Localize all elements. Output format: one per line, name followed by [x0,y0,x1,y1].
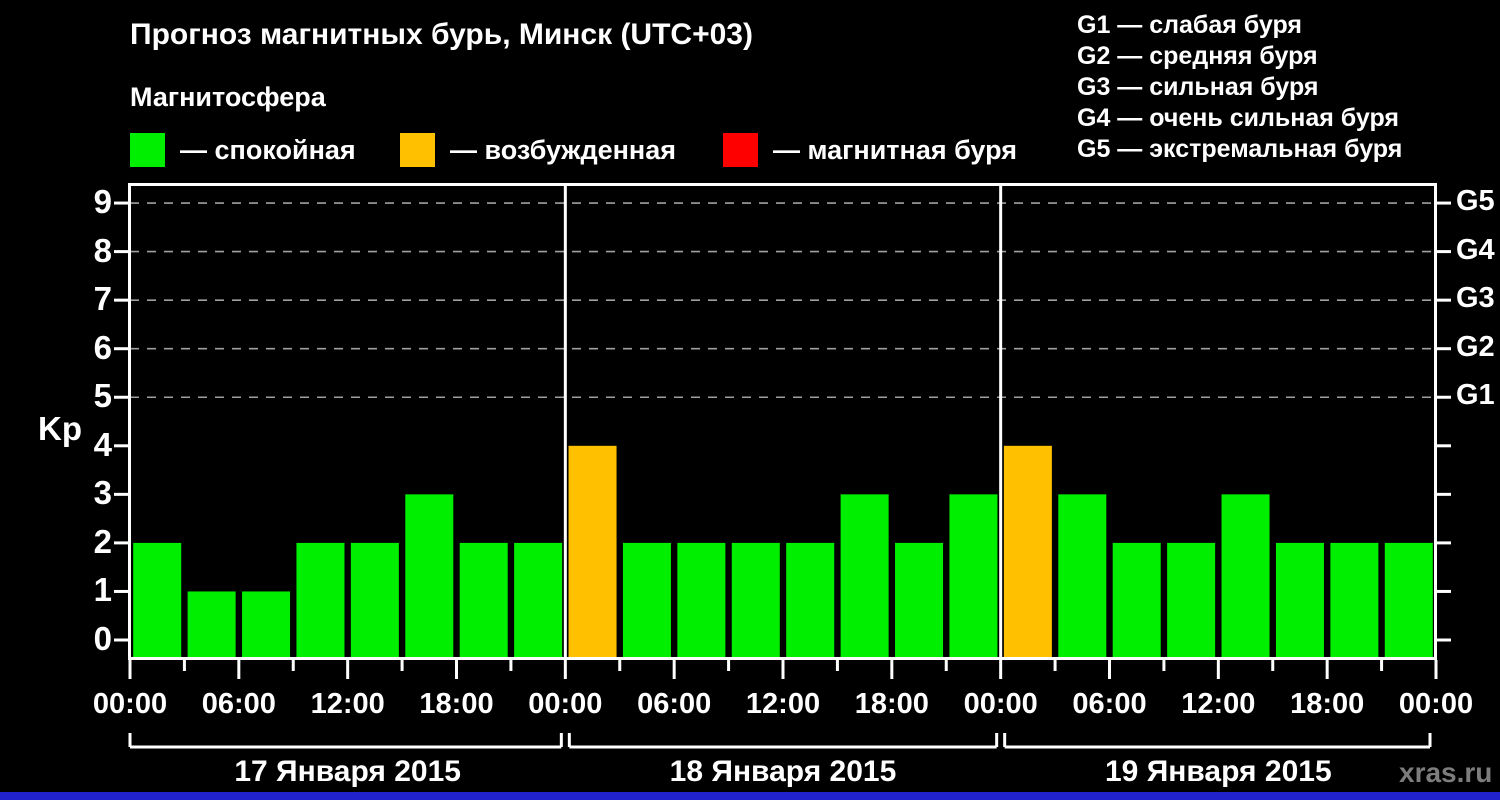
kp-bar-day3-slot8 [1384,542,1433,659]
right-axis-label-g4: G4 [1456,233,1495,266]
right-axis-label-g1: G1 [1456,379,1495,412]
x-tick-label: 00:00 [92,688,168,720]
legend-label-excited: — возбужденная [450,134,676,165]
kp-bar-day2-slot1 [568,445,617,659]
date-label-day3: 19 Января 2015 [1105,755,1332,788]
kp-bar-day2-slot2 [622,542,671,659]
plot-border [128,183,1437,660]
kp-bar-day2-slot7 [895,542,944,659]
storm-scale-g1: G1 — слабая буря [1077,11,1303,39]
x-tick-label: 18:00 [419,688,494,720]
storm-scale-g5: G5 — экстремальная буря [1077,135,1403,163]
x-tick-label: 06:00 [1072,688,1147,720]
x-tick-label: 12:00 [745,688,821,720]
y-tick-label-9: 9 [93,183,112,221]
magnetosphere-label: Магнитосфера [130,82,326,112]
chart-title: Прогноз магнитных бурь, Минск (UTC+03) [130,18,753,51]
storm-color-swatch [723,133,758,167]
watermark: xras.ru [1399,757,1493,788]
y-tick-label-7: 7 [93,280,112,318]
legend-label-quiet: — спокойная [180,134,356,165]
storm-scale-g2: G2 — средняя буря [1077,42,1318,70]
right-axis-label-g5: G5 [1456,185,1495,218]
x-tick-label: 00:00 [963,688,1038,720]
y-tick-label-4: 4 [93,425,112,463]
kp-bar-day1-slot2 [187,591,236,659]
kp-bar-day1-slot6 [405,494,454,659]
kp-bar-day3-slot1 [1003,445,1052,659]
kp-bar-day3-slot3 [1112,542,1161,659]
kp-bar-day1-slot5 [350,542,399,659]
x-tick-label: 06:00 [637,688,712,720]
x-tick-label: 12:00 [310,688,385,720]
kp-bar-day2-slot5 [786,542,835,659]
kp-bar-day2-slot3 [677,542,726,659]
storm-scale-g3: G3 — сильная буря [1077,73,1319,101]
kp-bar-day2-slot8 [949,494,998,659]
kp-bar-day1-slot4 [296,542,345,659]
y-tick-label-0: 0 [93,620,112,657]
x-tick-label: 00:00 [528,688,603,720]
kp-bar-day3-slot6 [1275,542,1324,659]
kp-bar-day1-slot3 [242,591,291,659]
quiet-color-swatch [130,133,165,167]
kp-bar-day3-slot7 [1330,542,1379,659]
kp-bar-day3-slot5 [1221,494,1270,659]
kp-bar-day2-slot4 [731,542,780,659]
x-tick-label: 12:00 [1181,688,1256,720]
date-label-day2: 18 Января 2015 [669,755,897,788]
legend-item-excited: — возбужденная [400,133,676,167]
y-tick-label-2: 2 [93,522,112,560]
y-tick-label-8: 8 [93,231,112,269]
x-tick-label: 06:00 [201,688,276,720]
footer-strip [0,792,1500,800]
date-label-day1: 17 Января 2015 [234,755,461,788]
right-axis-label-g2: G2 [1456,330,1495,363]
kp-bar-day1-slot1 [133,542,182,659]
kp-bar-day2-slot6 [840,494,889,659]
kp-bar-day3-slot2 [1058,494,1107,659]
x-tick-label: 18:00 [854,688,929,720]
excited-color-swatch [400,133,435,167]
x-tick-label: 00:00 [1398,688,1474,720]
y-tick-label-1: 1 [93,571,112,609]
legend: — спокойная — возбужденная — магнитная б… [0,133,1100,167]
legend-item-quiet: — спокойная [130,133,356,167]
y-tick-label-3: 3 [93,474,112,512]
legend-label-storm: — магнитная буря [773,134,1017,165]
y-tick-label-6: 6 [93,328,112,366]
y-axis-title: Kp [38,410,82,447]
kp-bar-day1-slot7 [459,542,508,659]
kp-bar-day1-slot8 [514,542,563,659]
legend-item-storm: — магнитная буря [723,133,1017,167]
storm-scale-legend: G1 — слабая буря G2 — средняя буря G3 — … [1077,10,1402,165]
y-tick-label-5: 5 [93,377,112,415]
kp-bar-day3-slot4 [1167,542,1216,659]
right-axis-label-g3: G3 [1456,282,1495,315]
x-tick-label: 18:00 [1290,688,1365,720]
storm-scale-g4: G4 — очень сильная буря [1077,104,1399,132]
